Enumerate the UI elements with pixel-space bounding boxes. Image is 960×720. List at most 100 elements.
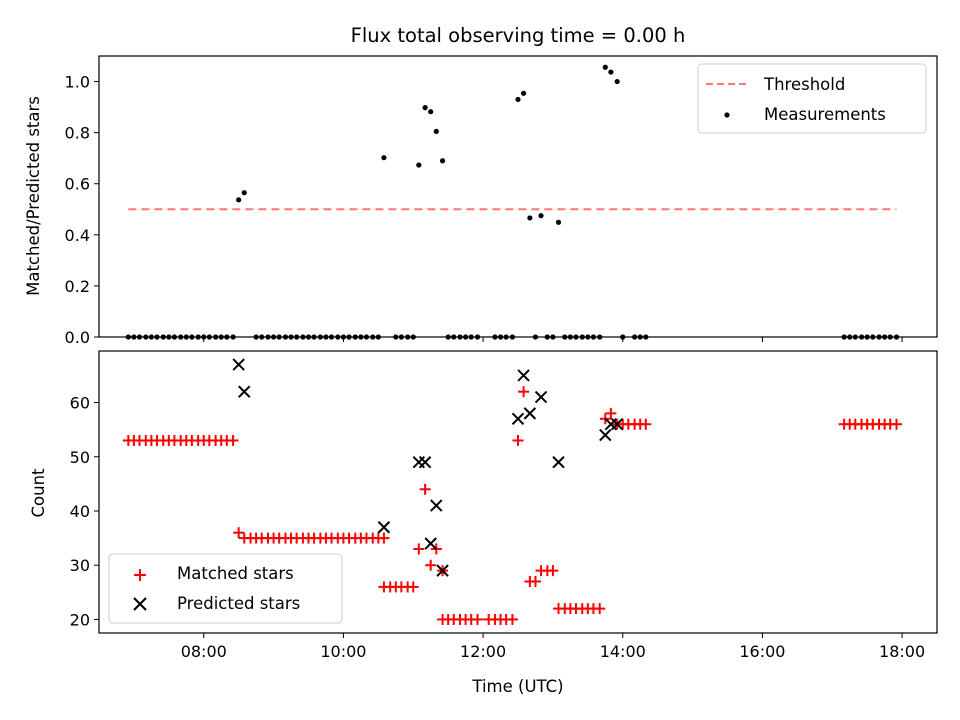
measurement-point — [236, 197, 242, 203]
matched-star-point — [227, 434, 239, 446]
x-stroke-b — [523, 407, 537, 420]
x-stroke-b — [517, 369, 530, 382]
measurements-legend-marker — [724, 112, 730, 118]
matched-star-point — [547, 565, 559, 577]
x-stroke-b — [599, 428, 612, 442]
measurement-point — [614, 78, 620, 85]
top-chart-axes: 0.0 0.2 0.4 0.6 0.8 1.0 — [65, 73, 903, 347]
predicted-star-point — [511, 412, 525, 425]
matched-star-point — [594, 603, 606, 615]
matched-star-point — [605, 407, 617, 419]
matched-stars-legend-marker — [134, 569, 146, 581]
top-y-tick-label: 0.0 — [65, 328, 90, 347]
predicted-star-point — [523, 407, 537, 420]
predicted-star-point — [418, 455, 432, 469]
measurement-point — [538, 213, 544, 219]
top-y-tick-label: 1.0 — [65, 73, 90, 92]
bottom-x-tick-label: 08:00 — [181, 642, 227, 661]
matched-star-point — [413, 543, 425, 555]
measurement-point — [433, 128, 439, 134]
predicted-star-point — [517, 369, 530, 382]
matched-star-point — [529, 575, 541, 587]
bottom-chart-axes: 20 30 40 50 60 08:00 10:00 12:00 14:00 16:00 18:00 — [70, 394, 925, 661]
measurement-point — [422, 105, 428, 111]
matched-star-point — [419, 483, 431, 495]
top-y-tick-label: 0.4 — [65, 226, 90, 245]
x-stroke-b — [232, 358, 245, 371]
bottom-y-tick-label: 60 — [70, 394, 90, 413]
bottom-y-tick-label: 50 — [70, 448, 90, 467]
top-chart-title: Flux total observing time = 0.00 h — [351, 24, 686, 47]
measurement-point — [241, 190, 247, 196]
x-stroke-b — [436, 564, 449, 577]
x-stroke-b — [552, 455, 565, 469]
x-stroke-b — [377, 521, 391, 534]
x-stroke-b — [511, 412, 525, 425]
measurement-point — [381, 155, 387, 161]
bottom-y-tick-label: 40 — [70, 502, 90, 521]
matched-star-point — [640, 418, 652, 430]
predicted-star-point — [430, 499, 443, 512]
predicted-star-point — [424, 537, 437, 550]
matched-star-point — [890, 418, 902, 430]
matched-star-point — [471, 613, 483, 625]
predicted-star-point — [610, 418, 624, 431]
bottom-legend: Matched stars Predicted stars — [108, 553, 343, 624]
top-y-tick-label: 0.6 — [65, 175, 90, 194]
predicted-star-point — [436, 564, 449, 577]
bottom-chart-marks — [122, 358, 902, 625]
measurement-point — [608, 69, 614, 75]
x-stroke-b — [424, 537, 437, 550]
threshold-legend-label: Threshold — [763, 75, 845, 94]
top-legend-box — [697, 63, 927, 134]
top-y-tick-label: 0.8 — [65, 124, 90, 143]
matched-star-point — [233, 527, 245, 539]
top-chart-marks — [125, 64, 900, 340]
measurements-legend-label: Measurements — [764, 105, 886, 124]
measurement-point — [520, 90, 527, 96]
bottom-y-tick-label: 20 — [70, 610, 90, 629]
measurement-point — [515, 96, 521, 103]
predicted-star-point — [599, 428, 612, 442]
measurement-point — [555, 219, 562, 225]
matched-star-point — [425, 559, 437, 571]
measurement-point — [602, 64, 608, 70]
predicted-stars-legend-marker — [133, 597, 147, 611]
measurement-point — [527, 215, 533, 221]
top-plot-frame — [98, 55, 938, 338]
bottom-x-tick-label: 14:00 — [600, 642, 646, 661]
matched-star-point — [518, 386, 530, 398]
matched-stars-legend-label: Matched stars — [177, 564, 294, 583]
x-axis-label: Time (UTC) — [471, 677, 563, 696]
bottom-y-tick-label: 30 — [70, 556, 90, 575]
bottom-x-tick-label: 12:00 — [460, 642, 506, 661]
matched-star-point — [506, 613, 518, 625]
predicted-star-point — [238, 385, 251, 398]
x-stroke-b — [238, 385, 251, 398]
top-chart-panel: 0.0 0.2 0.4 0.6 0.8 1.0 Threshold Measurement… — [65, 55, 938, 347]
x-stroke-b — [610, 418, 624, 431]
bottom-x-tick-label: 10:00 — [320, 642, 366, 661]
predicted-star-point — [232, 358, 245, 371]
matched-star-point — [512, 434, 524, 446]
x-stroke-b — [534, 390, 548, 404]
measurement-point — [416, 162, 422, 168]
top-legend: Threshold Measurements — [697, 63, 927, 134]
bottom-x-tick-label: 16:00 — [739, 642, 785, 661]
bottom-legend-box — [108, 553, 343, 624]
top-y-axis-label: Matched/Predicted stars — [24, 96, 43, 296]
matched-star-point — [599, 413, 611, 425]
bottom-y-axis-label: Count — [29, 468, 48, 518]
predicted-star-point — [377, 521, 391, 534]
measurement-point — [439, 158, 446, 164]
x-stroke-b — [418, 455, 432, 469]
predicted-star-point — [552, 455, 565, 469]
matched-star-point — [378, 532, 390, 544]
matched-star-point — [407, 581, 419, 593]
predicted-star-point — [534, 390, 548, 404]
top-y-tick-label: 0.2 — [65, 277, 90, 296]
matched-star-point — [430, 543, 442, 555]
bottom-chart-panel: 20 30 40 50 60 08:00 10:00 12:00 14:00 16:00 18:00… — [70, 350, 938, 661]
bottom-plot-frame — [98, 350, 938, 634]
